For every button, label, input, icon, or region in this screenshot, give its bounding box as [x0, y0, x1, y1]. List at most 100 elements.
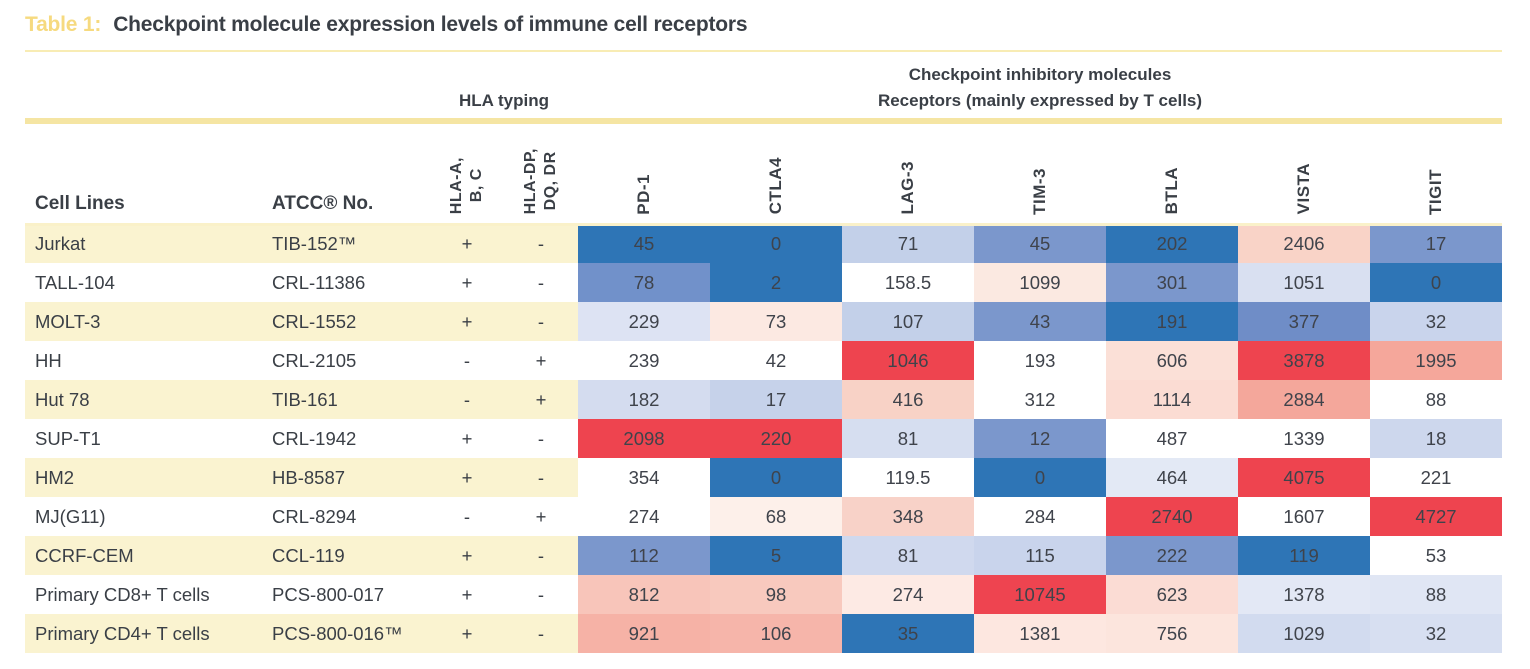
rotated-header-label: CTLA4: [766, 157, 785, 215]
value-cell-btla: 756: [1106, 614, 1238, 653]
rotated-header-label: HLA-A, B, C: [448, 157, 485, 215]
table-row: HH CRL-2105 - +239 42 1046 193 606 3878 1995: [25, 341, 1502, 380]
value-cell-ctla4: 0: [710, 458, 842, 497]
value-cell-tim-3: 284: [974, 497, 1106, 536]
cell-line-name: Jurkat: [25, 224, 268, 263]
table-figure: Table 1: Checkpoint molecule expression l…: [25, 0, 1502, 653]
value-cell-pd-1: 274: [578, 497, 710, 536]
expression-table: Cell Lines ATCC® No. HLA-A, B, C HLA-DP, DQ…: [25, 124, 1502, 653]
table-title-text: Checkpoint molecule expression levels of…: [113, 13, 748, 36]
rotated-header-label: HLA-DP, DQ, DR: [522, 148, 559, 215]
value-cell-btla: 464: [1106, 458, 1238, 497]
hla-abc-status: +: [461, 271, 473, 293]
table-row: Hut 78 TIB-161- +182 17 416 312 1114 2884 88: [25, 380, 1502, 419]
hla-dpdqdr-status: -: [537, 427, 545, 449]
value-cell-ctla4: 5: [710, 536, 842, 575]
group-header-checkpoint: Checkpoint inhibitory molecules Receptor…: [578, 62, 1502, 118]
value-cell-pd-1: 812: [578, 575, 710, 614]
hla-dpdqdr-status: -: [504, 614, 578, 653]
value-cell-tigit: 32: [1370, 614, 1502, 653]
cell-line-name: HH: [35, 349, 62, 371]
value-cell-ctla4: 73: [710, 302, 842, 341]
column-header-lag-3: LAG-3: [842, 124, 974, 226]
value-cell-tigit: 88: [1370, 575, 1502, 614]
table-body: Jurkat TIB-152™ + -45 0 71 45 202 2406 17 TALL-104…: [25, 224, 1502, 653]
hla-dpdqdr-status: +: [504, 380, 578, 419]
atcc-number: CRL-1942: [272, 427, 357, 449]
hla-dpdqdr-status: +: [535, 505, 547, 527]
value-cell-tim-3: 1099: [974, 263, 1106, 302]
value-cell-tim-3: 10745: [974, 575, 1106, 614]
atcc-number: PCS-800-017: [272, 583, 385, 605]
value-cell-tigit: 88: [1370, 380, 1502, 419]
hla-abc-status: +: [430, 458, 504, 497]
cell-line-name: Primary CD8+ T cells: [35, 583, 210, 605]
value-cell-pd-1: 2098: [578, 419, 710, 458]
value-cell-vista: 4075: [1238, 458, 1370, 497]
hla-dpdqdr-status: -: [537, 271, 545, 293]
rotated-header-label: VISTA: [1294, 163, 1313, 215]
table-row: MJ(G11) CRL-8294 - +274 68 348 284 2740 1607 4727: [25, 497, 1502, 536]
value-cell-btla: 202: [1106, 224, 1238, 263]
group-header-hla-typing: HLA typing: [458, 91, 550, 110]
cell-line-name: CCRF-CEM: [25, 536, 268, 575]
value-cell-lag-3: 107: [842, 302, 974, 341]
value-cell-pd-1: 229: [578, 302, 710, 341]
value-cell-ctla4: 220: [710, 419, 842, 458]
value-cell-tim-3: 312: [974, 380, 1106, 419]
value-cell-ctla4: 98: [710, 575, 842, 614]
atcc-number: TIB-152™: [268, 224, 430, 263]
hla-dpdqdr-status: +: [535, 349, 547, 371]
value-cell-btla: 2740: [1106, 497, 1238, 536]
table-row: Jurkat TIB-152™ + -45 0 71 45 202 2406 17: [25, 224, 1502, 263]
hla-dpdqdr-status: -: [504, 536, 578, 575]
table-row: Primary CD8+ T cells PCS-800-017 + - 812 98 27…: [25, 575, 1502, 614]
value-cell-lag-3: 71: [842, 224, 974, 263]
table-row: TALL-104 CRL-11386 + - 78 2 158.5 1099 301 1051 0: [25, 263, 1502, 302]
column-header-ctla4: CTLA4: [710, 124, 842, 226]
value-cell-lag-3: 274: [842, 575, 974, 614]
hla-abc-status: +: [461, 583, 473, 605]
value-cell-vista: 1029: [1238, 614, 1370, 653]
value-cell-tim-3: 115: [974, 536, 1106, 575]
column-header-pd-1: PD-1: [578, 124, 710, 226]
atcc-number: CRL-8294: [272, 505, 357, 527]
hla-abc-status: +: [430, 614, 504, 653]
value-cell-ctla4: 2: [710, 263, 842, 302]
atcc-number: CRL-11386: [272, 271, 366, 293]
hla-abc-status: +: [461, 427, 473, 449]
column-header-hla-abc: HLA-A, B, C: [430, 124, 504, 226]
value-cell-vista: 2884: [1238, 380, 1370, 419]
value-cell-tim-3: 45: [974, 224, 1106, 263]
value-cell-lag-3: 416: [842, 380, 974, 419]
cell-line-name: MJ(G11): [35, 505, 106, 527]
atcc-number: PCS-800-016™: [268, 614, 430, 653]
value-cell-pd-1: 112: [578, 536, 710, 575]
value-cell-tigit: 18: [1370, 419, 1502, 458]
group-header-row: HLA typing Checkpoint inhibitory molecul…: [25, 52, 1502, 118]
value-cell-ctla4: 17: [710, 380, 842, 419]
value-cell-ctla4: 106: [710, 614, 842, 653]
hla-abc-status: -: [463, 505, 471, 527]
value-cell-lag-3: 35: [842, 614, 974, 653]
value-cell-tim-3: 43: [974, 302, 1106, 341]
rotated-header-label: PD-1: [634, 173, 653, 215]
value-cell-lag-3: 119.5: [842, 458, 974, 497]
column-header-btla: BTLA: [1106, 124, 1238, 226]
value-cell-btla: 301: [1106, 263, 1238, 302]
column-header-tim-3: TIM-3: [974, 124, 1106, 226]
rotated-header-label: LAG-3: [898, 161, 917, 215]
value-cell-tim-3: 1381: [974, 614, 1106, 653]
value-cell-tigit: 4727: [1370, 497, 1502, 536]
cell-line-name: Primary CD4+ T cells: [25, 614, 268, 653]
value-cell-pd-1: 354: [578, 458, 710, 497]
value-cell-tigit: 32: [1370, 302, 1502, 341]
cell-line-name: Hut 78: [25, 380, 268, 419]
table-row: Primary CD4+ T cells PCS-800-016™ + -921 106…: [25, 614, 1502, 653]
yellow-divider-band: [25, 118, 1502, 124]
atcc-number: CCL-119: [268, 536, 430, 575]
value-cell-ctla4: 42: [710, 341, 842, 380]
hla-abc-status: +: [430, 224, 504, 263]
rotated-header-label: TIM-3: [1030, 167, 1049, 215]
value-cell-lag-3: 1046: [842, 341, 974, 380]
